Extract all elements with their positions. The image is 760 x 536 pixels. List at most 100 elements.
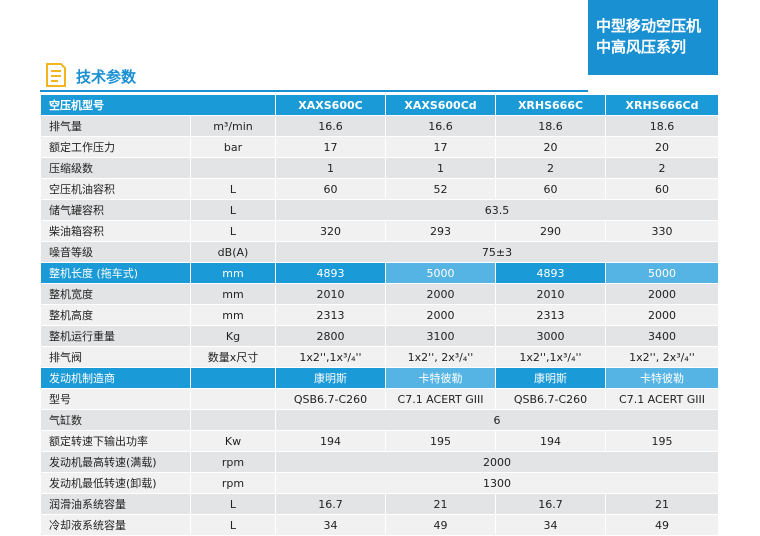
spec-row: 整机高度 mm 2313 2000 2313 2000: [40, 304, 719, 326]
spec-row: 空压机油容积 L 60 52 60 60: [40, 178, 719, 200]
spec-row: 发动机制造商 康明斯 卡特彼勒 康明斯 卡特彼勒: [40, 367, 719, 389]
badge-line: 中型移动空压机: [596, 17, 702, 35]
unit-cell: L: [190, 220, 276, 242]
section-title: 技术参数: [76, 68, 137, 86]
row-label: 柴油箱容积: [40, 220, 191, 242]
row-label: 空压机油容积: [40, 178, 191, 200]
unit-cell: dB(A): [190, 241, 276, 263]
value-cell: 16.7: [275, 493, 386, 515]
spec-row: 整机运行重量 Kg 2800 3100 3000 3400: [40, 325, 719, 347]
unit-cell: mm: [190, 262, 276, 284]
value-cell: 16.6: [385, 115, 496, 137]
row-label: 冷却液系统容量: [40, 514, 191, 536]
value-cell: 2000: [385, 283, 496, 305]
spec-row: 额定转速下输出功率 Kw 194 195 194 195: [40, 430, 719, 452]
header-cell: XRHS666Cd: [605, 94, 719, 116]
unit-cell: 数量x尺寸: [190, 346, 276, 368]
value-cell: 3100: [385, 325, 496, 347]
value-cell: 1: [385, 157, 496, 179]
value-cell: 18.6: [495, 115, 606, 137]
value-cell: 195: [605, 430, 719, 452]
unit-cell: [190, 367, 276, 389]
row-label: 润滑油系统容量: [40, 493, 191, 515]
badge-line: 中高风压系列: [596, 38, 687, 56]
value-cell: 293: [385, 220, 496, 242]
value-cell: 2: [605, 157, 719, 179]
row-label: 整机高度: [40, 304, 191, 326]
value-cell: 2313: [495, 304, 606, 326]
value-cell: 18.6: [605, 115, 719, 137]
row-label: 额定转速下输出功率: [40, 430, 191, 452]
header-row: 空压机型号 XAXS600C XAXS600Cd XRHS666C XRHS666Cd: [40, 94, 719, 116]
value-cell: 1x2'',1x³/₄'': [275, 346, 386, 368]
value-cell: 2000: [385, 304, 496, 326]
row-label: 整机运行重量: [40, 325, 191, 347]
value-cell: 卡特彼勒: [385, 367, 496, 389]
value-cell: 康明斯: [275, 367, 386, 389]
spec-table: 空压机型号 XAXS600C XAXS600Cd XRHS666C XRHS666Cd 排…: [40, 94, 719, 536]
spec-row: 发动机最高转速(满载) rpm 2000: [40, 451, 719, 473]
value-cell: 17: [275, 136, 386, 158]
unit-cell: [190, 157, 276, 179]
value-cell: 2000: [275, 451, 719, 473]
spec-row: 整机长度 (拖车式) mm 4893 5000 4893 5000: [40, 262, 719, 284]
value-cell: 16.7: [495, 493, 606, 515]
value-cell: 52: [385, 178, 496, 200]
header-cell: XRHS666C: [495, 94, 606, 116]
value-cell: 5000: [385, 262, 496, 284]
value-cell: 16.6: [275, 115, 386, 137]
value-cell: 34: [275, 514, 386, 536]
value-cell: C7.1 ACERT GIII: [605, 388, 719, 410]
spec-row: 型号 QSB6.7-C260 C7.1 ACERT GIII QSB6.7-C260 C…: [40, 388, 719, 410]
value-cell: 6: [275, 409, 719, 431]
value-cell: 320: [275, 220, 386, 242]
unit-cell: L: [190, 493, 276, 515]
row-label: 型号: [40, 388, 191, 410]
spec-row: 压缩级数 1 1 2 2: [40, 157, 719, 179]
value-cell: 1: [275, 157, 386, 179]
unit-cell: bar: [190, 136, 276, 158]
row-label: 整机宽度: [40, 283, 191, 305]
row-label: 噪音等级: [40, 241, 191, 263]
series-badge: 中型移动空压机 中高风压系列: [588, 0, 718, 75]
value-cell: 20: [605, 136, 719, 158]
row-label: 气缸数: [40, 409, 191, 431]
spec-row: 排气阀 数量x尺寸 1x2'',1x³/₄'' 1x2'', 2x³/₄'' 1x2''…: [40, 346, 719, 368]
value-cell: 17: [385, 136, 496, 158]
spec-row: 整机宽度 mm 2010 2000 2010 2000: [40, 283, 719, 305]
unit-cell: Kg: [190, 325, 276, 347]
row-label: 压缩级数: [40, 157, 191, 179]
row-label: 发动机最低转速(卸载): [40, 472, 191, 494]
spec-row: 排气量 m³/min 16.6 16.6 18.6 18.6: [40, 115, 719, 137]
row-label: 额定工作压力: [40, 136, 191, 158]
row-label: 整机长度 (拖车式): [40, 262, 191, 284]
value-cell: 1300: [275, 472, 719, 494]
spec-row: 发动机最低转速(卸载) rpm 1300: [40, 472, 719, 494]
value-cell: 卡特彼勒: [605, 367, 719, 389]
title-rule: [40, 90, 588, 92]
value-cell: 3400: [605, 325, 719, 347]
spec-row: 柴油箱容积 L 320 293 290 330: [40, 220, 719, 242]
spec-row: 储气罐容积 L 63.5: [40, 199, 719, 221]
unit-cell: rpm: [190, 451, 276, 473]
unit-cell: L: [190, 514, 276, 536]
doc-icon: [46, 63, 66, 87]
value-cell: 34: [495, 514, 606, 536]
value-cell: 3000: [495, 325, 606, 347]
value-cell: 195: [385, 430, 496, 452]
value-cell: 2010: [495, 283, 606, 305]
value-cell: 2313: [275, 304, 386, 326]
spec-row: 额定工作压力 bar 17 17 20 20: [40, 136, 719, 158]
value-cell: 2010: [275, 283, 386, 305]
value-cell: 290: [495, 220, 606, 242]
row-label: 储气罐容积: [40, 199, 191, 221]
value-cell: 60: [605, 178, 719, 200]
header-cell: XAXS600Cd: [385, 94, 496, 116]
value-cell: 330: [605, 220, 719, 242]
value-cell: 2000: [605, 283, 719, 305]
unit-cell: [190, 409, 276, 431]
value-cell: 1x2'',1x³/₄'': [495, 346, 606, 368]
value-cell: 21: [385, 493, 496, 515]
value-cell: 4893: [275, 262, 386, 284]
